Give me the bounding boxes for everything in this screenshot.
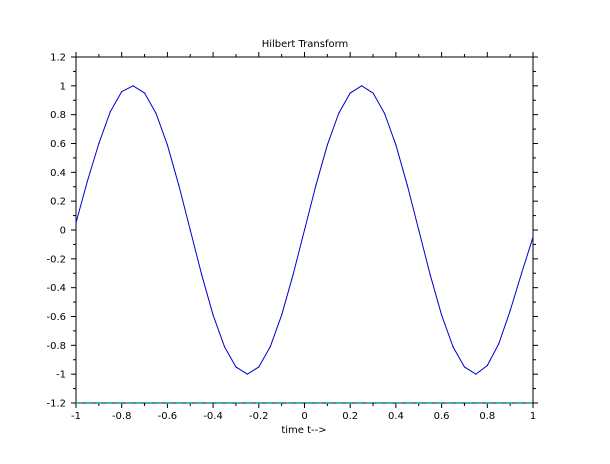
series-point [109,111,111,113]
y-tick-label: -0.2 [46,254,66,265]
series-point [315,184,317,186]
series-point [121,91,123,93]
series-point [166,144,168,146]
series-point [201,274,203,276]
y-tick-label: -0.8 [46,341,66,352]
y-tick-label: 0.6 [50,139,66,150]
series-point [498,343,500,345]
series-point [361,85,363,87]
series-point [463,366,466,368]
series-point [303,229,306,231]
series-point [475,373,477,375]
series-point [189,229,191,231]
x-tick-label: 0.8 [479,411,495,422]
series-point [326,144,328,146]
series-point [509,310,511,312]
series-point [98,142,100,145]
series-point [383,112,386,114]
series-point [132,85,134,87]
y-tick-label: -1.2 [46,399,66,410]
series-point [395,144,397,146]
series-point [235,366,237,368]
series-point [75,222,77,224]
series-point [486,364,488,367]
series-point [349,92,351,94]
series-point [246,373,248,375]
series-point [281,314,283,316]
series-point [143,92,146,94]
x-tick-label: 1 [530,411,536,422]
series-point [223,346,226,348]
y-tick-label: 0.2 [50,197,66,208]
y-axis-ticks [71,56,538,404]
series-point [441,314,443,316]
series-point [86,180,89,182]
series-point [452,346,454,348]
series-point [406,184,408,186]
x-tick-label: 0 [301,411,307,422]
x-tick-label: -0.6 [158,411,178,422]
y-tick-label: 1.2 [50,53,66,64]
y-tick-label: 0.4 [50,168,66,179]
y-tick-label: 0.8 [50,110,66,121]
x-tick-label: -1 [71,411,81,422]
series-point [212,314,214,316]
series-point [372,92,374,94]
y-tick-label: -1 [56,370,66,381]
series-point [269,346,271,348]
y-tick-label: 0 [60,226,66,237]
series-point [338,112,340,114]
y-tick-label: -0.4 [46,283,66,294]
x-axis-label: time t--> [281,425,326,436]
series-point [292,274,294,276]
series-point [418,229,420,231]
series-point [429,274,431,276]
x-tick-label: -0.8 [112,411,132,422]
y-axis-tick-labels: -1.2 -1 -0.8 -0.6 -0.4 -0.2 0 0.2 0.4 0.6 0.8 1 1.2 [46,53,66,410]
x-tick-label: 0.6 [434,411,450,422]
x-axis-ticks [75,52,534,408]
y-tick-label: 1 [60,81,66,92]
series-point [155,112,157,114]
chart-title: Hilbert Transform [262,39,349,50]
series-point [532,236,534,238]
series-layer [75,85,534,404]
series-point [258,366,260,368]
x-tick-label: -0.2 [249,411,269,422]
series-point [178,184,180,186]
series-point [520,272,523,274]
x-tick-label: 0.4 [388,411,404,422]
x-axis-tick-labels: -1 -0.8 -0.6 -0.4 -0.2 0 0.2 0.4 0.6 0.8 1 [71,411,536,422]
y-tick-label: -0.6 [46,312,66,323]
x-tick-label: -0.4 [203,411,223,422]
x-tick-label: 0.2 [342,411,358,422]
